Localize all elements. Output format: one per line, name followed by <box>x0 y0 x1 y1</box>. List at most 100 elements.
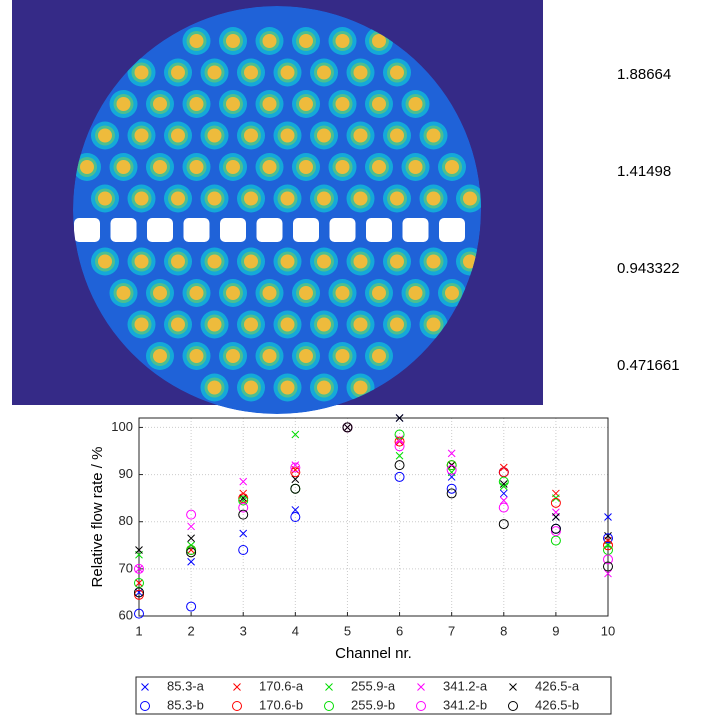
spot-core <box>281 192 295 206</box>
y-tick-label: 90 <box>119 466 133 481</box>
spot-core <box>263 349 277 363</box>
spot-core <box>299 160 313 174</box>
x-tick-label: 9 <box>552 623 559 638</box>
white-spot <box>111 218 137 242</box>
spot-core <box>299 34 313 48</box>
x-tick-label: 5 <box>344 623 351 638</box>
y-tick-label: 80 <box>119 513 133 528</box>
spot-core <box>390 66 404 80</box>
spot-core <box>281 255 295 269</box>
spot-core <box>208 255 222 269</box>
legend-label: 255.9-b <box>351 697 395 712</box>
spot-core <box>354 192 368 206</box>
x-tick-label: 10 <box>601 623 615 638</box>
spot-core <box>317 129 331 143</box>
spot-core <box>372 160 386 174</box>
spot-core <box>299 97 313 111</box>
spot-core <box>336 286 350 300</box>
spot-core <box>226 286 240 300</box>
spot-core <box>354 318 368 332</box>
spot-core <box>281 129 295 143</box>
spot-core <box>336 349 350 363</box>
spot-core <box>190 349 204 363</box>
spot-core <box>390 255 404 269</box>
white-spot <box>74 218 100 242</box>
spot-core <box>354 129 368 143</box>
y-tick-label: 60 <box>119 607 133 622</box>
colorbar-label: 1.88664 <box>617 66 671 83</box>
y-tick-label: 100 <box>111 419 133 434</box>
spot-core <box>190 286 204 300</box>
y-axis-label: Relative flow rate / % <box>89 447 106 588</box>
spot-core <box>153 286 167 300</box>
x-tick-label: 4 <box>292 623 299 638</box>
legend-label: 426.5-a <box>535 678 580 693</box>
spot-core <box>263 97 277 111</box>
spot-core <box>445 160 459 174</box>
spot-core <box>372 349 386 363</box>
white-spot <box>366 218 392 242</box>
legend-label: 426.5-b <box>535 697 579 712</box>
spot-core <box>153 97 167 111</box>
spot-core <box>190 160 204 174</box>
white-spot <box>293 218 319 242</box>
spot-core <box>317 318 331 332</box>
spot-core <box>135 192 149 206</box>
spot-core <box>372 286 386 300</box>
spot-core <box>317 381 331 395</box>
spot-core <box>427 318 441 332</box>
spot-core <box>226 160 240 174</box>
spot-core <box>153 160 167 174</box>
x-tick-label: 7 <box>448 623 455 638</box>
legend-label: 341.2-a <box>443 678 488 693</box>
spot-core <box>117 97 131 111</box>
spot-core <box>98 129 112 143</box>
spot-core <box>153 349 167 363</box>
spot-core <box>135 129 149 143</box>
white-spot <box>184 218 210 242</box>
spot-core <box>281 381 295 395</box>
spot-core <box>317 66 331 80</box>
spot-core <box>171 129 185 143</box>
spot-core <box>208 318 222 332</box>
spot-core <box>263 34 277 48</box>
spot-core <box>409 286 423 300</box>
spot-core <box>98 255 112 269</box>
x-axis-label: Channel nr. <box>335 645 412 662</box>
white-spot <box>257 218 283 242</box>
spot-core <box>244 66 258 80</box>
legend-label: 170.6-b <box>259 697 303 712</box>
x-tick-label: 1 <box>135 623 142 638</box>
white-spot <box>439 218 465 242</box>
x-tick-label: 3 <box>240 623 247 638</box>
spot-core <box>354 255 368 269</box>
spot-core <box>244 318 258 332</box>
spot-core <box>263 286 277 300</box>
x-tick-label: 2 <box>187 623 194 638</box>
figure: 1.886641.414980.9433220.4716616070809010… <box>0 0 707 715</box>
spot-core <box>409 97 423 111</box>
spot-core <box>372 97 386 111</box>
white-spot <box>403 218 429 242</box>
colorbar-label: 1.41498 <box>617 163 671 180</box>
spot-core <box>117 160 131 174</box>
spot-core <box>336 34 350 48</box>
spot-core <box>208 66 222 80</box>
spot-core <box>463 192 477 206</box>
spot-core <box>244 381 258 395</box>
spot-core <box>135 66 149 80</box>
legend-label: 341.2-b <box>443 697 487 712</box>
spot-core <box>135 255 149 269</box>
spot-core <box>117 286 131 300</box>
spot-core <box>190 97 204 111</box>
spot-core <box>208 129 222 143</box>
legend-label: 255.9-a <box>351 678 396 693</box>
spot-core <box>244 192 258 206</box>
spot-core <box>98 192 112 206</box>
spot-core <box>317 192 331 206</box>
spot-core <box>244 129 258 143</box>
spot-core <box>336 97 350 111</box>
x-tick-label: 8 <box>500 623 507 638</box>
spot-core <box>281 318 295 332</box>
spot-core <box>299 349 313 363</box>
